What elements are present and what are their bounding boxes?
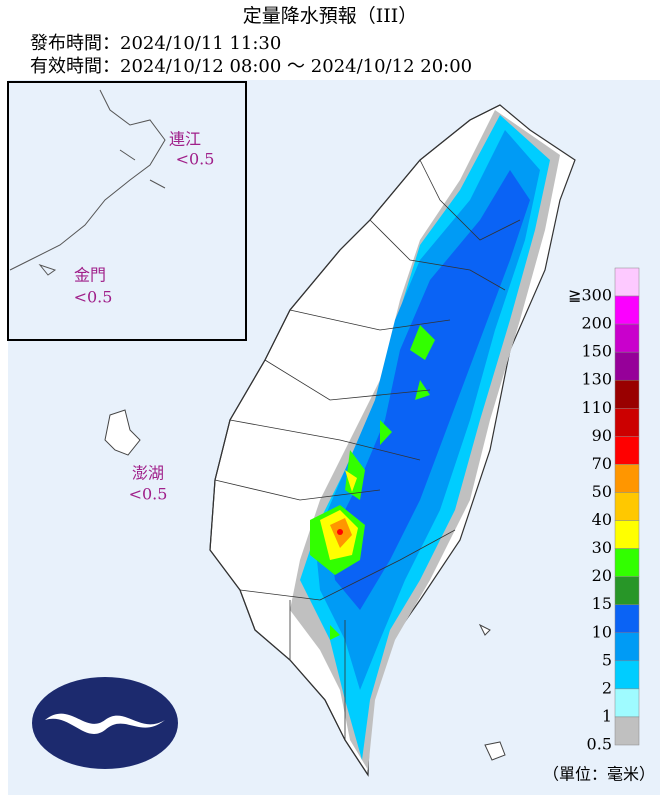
- legend-label: 110: [581, 398, 612, 417]
- small-islands: [478, 623, 506, 761]
- legend-swatch: [614, 604, 640, 634]
- island-name: 金門: [74, 266, 106, 285]
- legend-swatch: [614, 632, 640, 662]
- legend-swatch: [614, 576, 640, 605]
- legend-swatch: [614, 379, 640, 409]
- legend-label: 0.5: [587, 735, 612, 754]
- legend-label: 90: [592, 426, 612, 445]
- island-value: <0.5: [129, 485, 168, 504]
- legend-label: 70: [592, 454, 612, 473]
- legend-swatch: [614, 408, 640, 437]
- legend-label: 1: [602, 706, 612, 725]
- legend-label: 130: [581, 370, 612, 389]
- rain-70: [337, 529, 343, 535]
- legend-swatch: [614, 688, 640, 718]
- legend-swatch: [614, 660, 640, 690]
- legend-swatch: [614, 295, 640, 325]
- legend-label: ≧300: [568, 286, 612, 305]
- logo-swirl: [45, 713, 165, 734]
- west-coast: [209, 104, 501, 776]
- rain-20: [310, 325, 435, 640]
- inset-box: [7, 81, 247, 341]
- legend-label: 10: [592, 622, 612, 641]
- legend-swatch: [614, 520, 640, 549]
- legend-label: 30: [592, 538, 612, 557]
- legend-label: 15: [592, 594, 612, 613]
- legend-swatch: [614, 351, 640, 381]
- issued-time: 發布時間：2024/10/11 11:30: [30, 33, 281, 54]
- island-value: <0.5: [74, 288, 113, 307]
- penghu: [104, 409, 141, 456]
- legend-label: 2: [602, 678, 612, 697]
- legend-swatch: [614, 548, 640, 577]
- inset-coast: [9, 89, 166, 271]
- island-name: 連江: [169, 130, 201, 149]
- title: 定量降水預報（III）: [243, 5, 418, 27]
- legend-swatch: [614, 436, 640, 465]
- legend-swatch: [614, 267, 640, 297]
- legend-label: 150: [581, 342, 612, 361]
- legend-swatch: [614, 464, 640, 493]
- legend-label: 200: [581, 314, 612, 333]
- valid-time: 有效時間：2024/10/12 08:00 ～ 2024/10/12 20:00: [30, 56, 472, 77]
- county-borders: [214, 159, 521, 740]
- legend-swatch: [614, 492, 640, 521]
- legend-label: 20: [592, 566, 612, 585]
- legend-label: 5: [602, 650, 612, 669]
- legend: ≧300 200 150 130 110 90 70 50 40 30 20 15 10 5 2 1 0.5: [568, 267, 640, 754]
- island-value: <0.5: [176, 150, 215, 169]
- inset-islands: [38, 149, 166, 276]
- legend-label: 50: [592, 482, 612, 501]
- legend-label: 40: [592, 510, 612, 529]
- legend-swatch: [614, 323, 640, 353]
- legend-swatch: [614, 716, 640, 746]
- island-name: 澎湖: [132, 464, 164, 483]
- unit: （單位：毫米）: [543, 765, 655, 784]
